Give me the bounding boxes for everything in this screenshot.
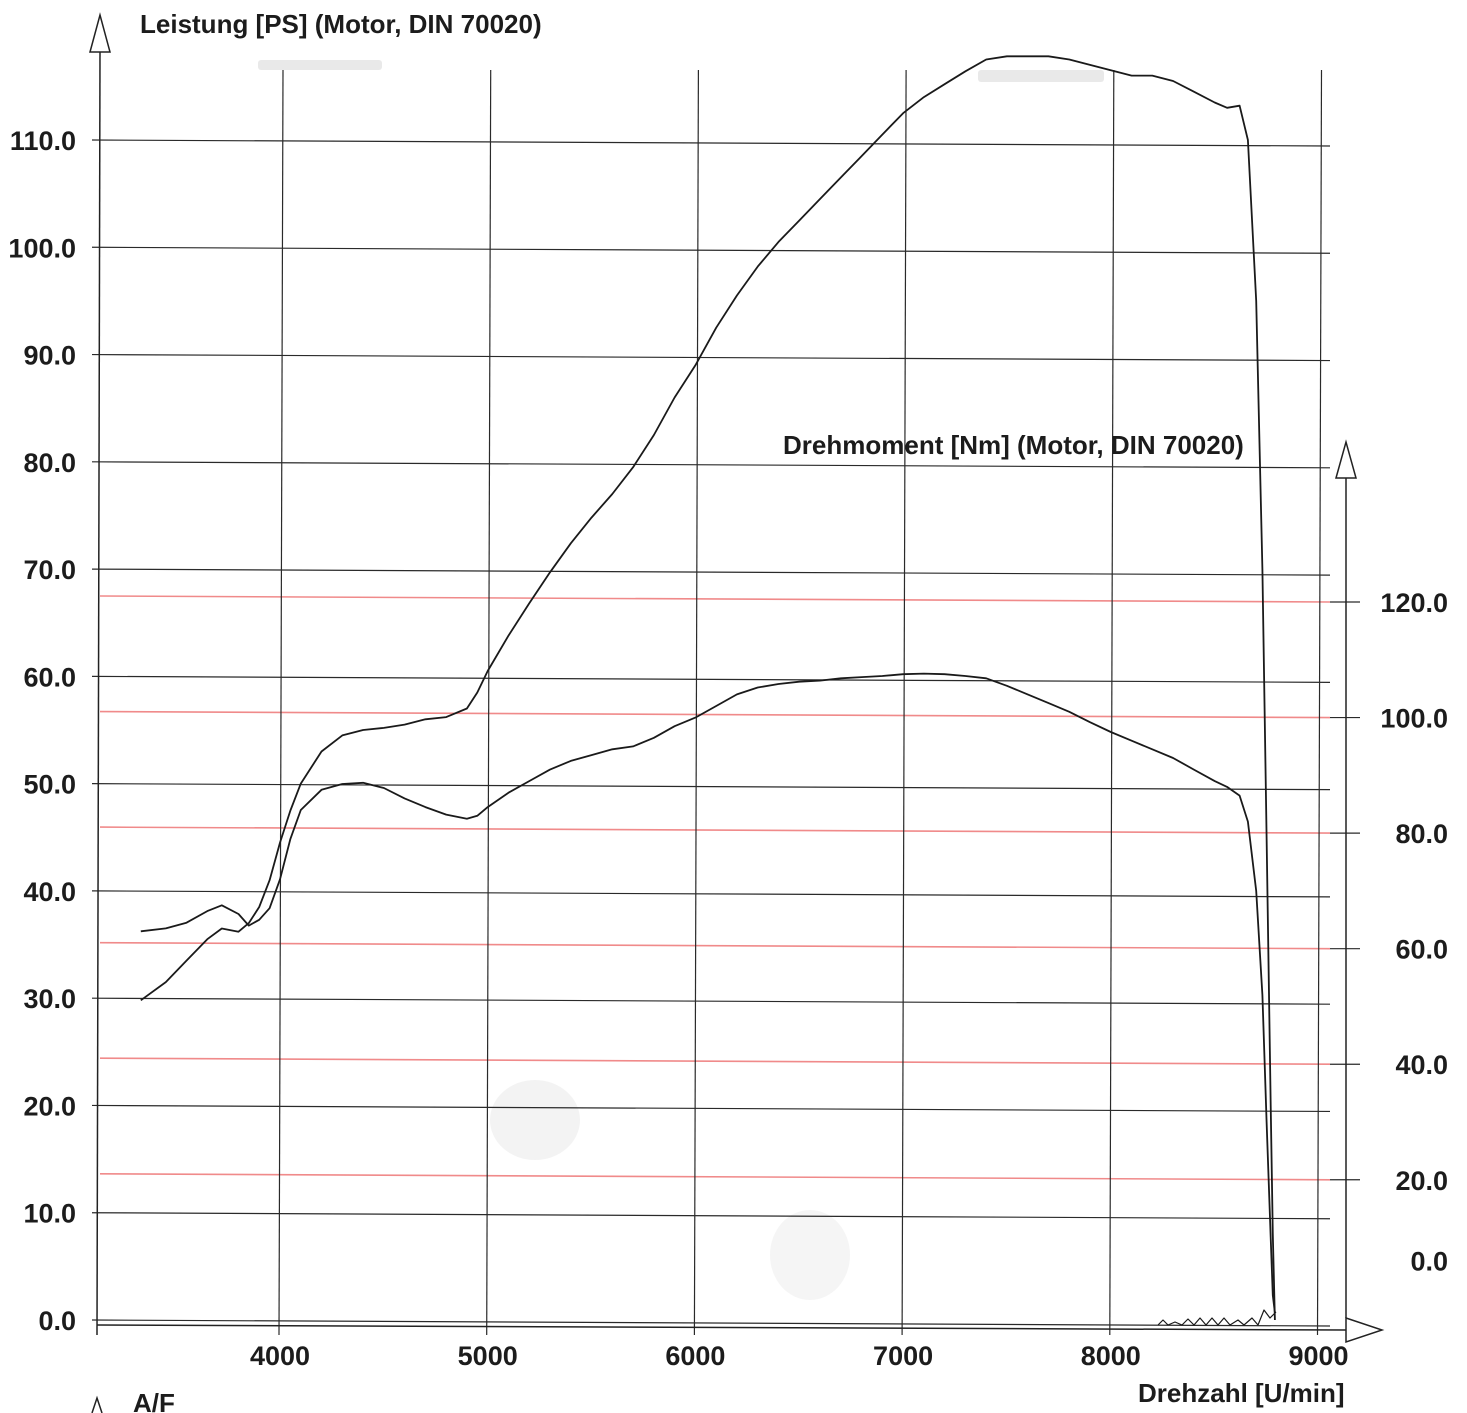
right-tick-label: 0.0 — [1410, 1247, 1448, 1277]
right-tick-label: 100.0 — [1380, 704, 1448, 734]
gridline-right — [99, 595, 1331, 603]
gridline-rpm — [693, 69, 700, 1336]
left-axis-arrow-icon — [89, 12, 111, 53]
gridline-right — [99, 710, 1331, 719]
left-tick-label: 100.0 — [8, 233, 76, 263]
left-tick-label: 30.0 — [23, 984, 76, 1014]
left-tick-label: 110.0 — [10, 126, 76, 156]
gridline-rpm — [486, 69, 492, 1336]
right-tick-label: 120.0 — [1380, 588, 1448, 618]
right-tick-label: 60.0 — [1395, 935, 1448, 965]
gridline-left — [91, 568, 1331, 576]
gridline-right — [99, 1172, 1331, 1181]
x-tick-label: 6000 — [665, 1341, 725, 1371]
gridline-left — [91, 139, 1331, 147]
gridline-left — [91, 246, 1331, 254]
gridline-right — [99, 941, 1331, 950]
left-tick-label: 10.0 — [23, 1199, 76, 1229]
gridline-left — [91, 353, 1331, 362]
right-axis-arrow-icon — [1335, 439, 1357, 479]
gridline-rpm — [901, 69, 907, 1336]
torque-axis-title: Drehmoment [Nm] (Motor, DIN 70020) — [783, 430, 1244, 460]
gridline-rpm — [278, 69, 284, 1336]
gridline-left — [91, 890, 1331, 898]
left-tick-labels: 0.0 10.0 20.0 30.0 40.0 50.0 60.0 70.0 80.0 90.0 1… — [8, 126, 76, 1336]
gridline-right — [99, 826, 1331, 834]
gridline-left — [91, 675, 1331, 683]
gridline-left — [91, 1212, 1331, 1220]
left-axis-line — [96, 49, 101, 1336]
left-tick-label: 60.0 — [23, 662, 76, 692]
right-tick-label: 20.0 — [1395, 1166, 1448, 1196]
left-tick-label: 50.0 — [23, 770, 76, 800]
x-axis-line — [96, 1324, 1347, 1331]
power-axis-title: Leistung [PS] (Motor, DIN 70020) — [140, 9, 542, 39]
x-tick-label: 4000 — [250, 1341, 310, 1371]
left-tick-label: 40.0 — [23, 877, 76, 907]
gridline-rpm — [1109, 69, 1115, 1336]
af-label: A/F — [133, 1388, 175, 1413]
scan-smudges — [258, 60, 1104, 1300]
x-tick-label: 7000 — [873, 1341, 933, 1371]
gridline-right — [99, 1057, 1331, 1066]
torque-curve — [140, 672, 1276, 1313]
left-tick-label: 70.0 — [23, 555, 76, 585]
gridline-left — [91, 1319, 1331, 1327]
left-tick-label: 90.0 — [23, 341, 76, 371]
x-tick-labels: 4000 5000 6000 7000 8000 9000 — [250, 1341, 1349, 1371]
x-tick-label: 5000 — [458, 1341, 518, 1371]
right-tick-label: 80.0 — [1395, 819, 1448, 849]
left-tick-label: 0.0 — [38, 1306, 76, 1336]
x-tick-label: 8000 — [1081, 1341, 1141, 1371]
gridline-left — [91, 1104, 1331, 1113]
right-tick-label: 40.0 — [1395, 1050, 1448, 1080]
grid-vertical-rpm — [278, 69, 1323, 1336]
left-tick-label: 80.0 — [23, 448, 76, 478]
x-axis-arrow-icon — [1345, 1316, 1385, 1344]
axes — [89, 12, 1385, 1413]
af-axis-arrow-icon — [91, 1395, 103, 1413]
grid-left-power — [91, 139, 1331, 1327]
gridline-left — [91, 461, 1331, 469]
x-tick-label: 9000 — [1288, 1341, 1348, 1371]
series-group — [140, 55, 1276, 1321]
grid-right-torque — [99, 595, 1360, 1181]
baseline-noise-trace — [1157, 1309, 1277, 1326]
gridline-left — [91, 997, 1331, 1005]
power-curve — [140, 55, 1276, 1321]
right-tick-labels: 0.0 20.0 40.0 60.0 80.0 100.0 120.0 — [1380, 588, 1448, 1277]
gridline-rpm — [1316, 69, 1323, 1336]
x-axis-title: Drehzahl [U/min] — [1138, 1378, 1345, 1408]
left-tick-label: 20.0 — [23, 1091, 76, 1121]
gridline-left — [91, 783, 1331, 791]
